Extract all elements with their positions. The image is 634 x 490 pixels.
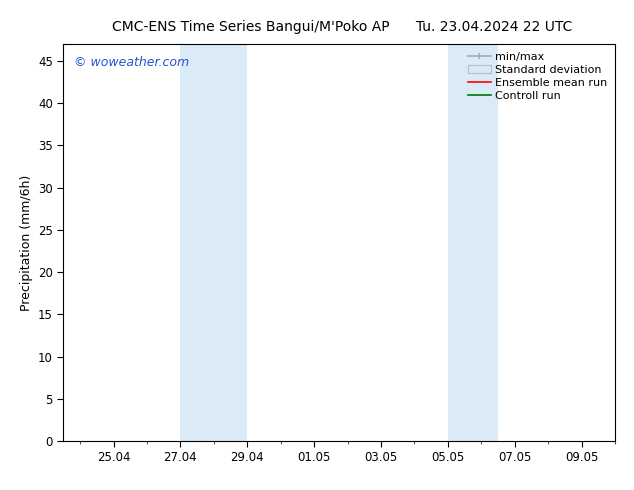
Text: © woweather.com: © woweather.com <box>74 56 190 69</box>
Bar <box>448 44 498 441</box>
Text: CMC-ENS Time Series Bangui/M'Poko AP      Tu. 23.04.2024 22 UTC: CMC-ENS Time Series Bangui/M'Poko AP Tu.… <box>112 20 573 34</box>
Legend: min/max, Standard deviation, Ensemble mean run, Controll run: min/max, Standard deviation, Ensemble me… <box>466 49 609 103</box>
Bar <box>181 44 247 441</box>
Y-axis label: Precipitation (mm/6h): Precipitation (mm/6h) <box>20 174 32 311</box>
